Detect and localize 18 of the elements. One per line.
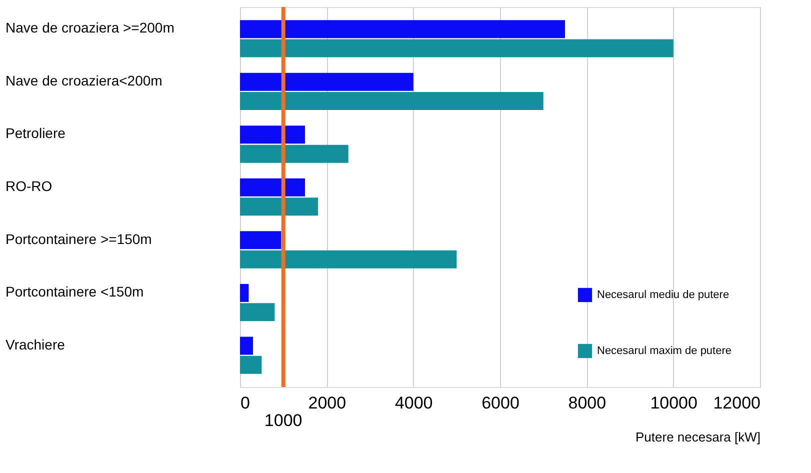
x-tick-label: 2000 [308, 394, 346, 412]
y-tick-label: Portcontainere <150m [6, 284, 144, 300]
y-tick-label: Portcontainere >=150m [6, 230, 152, 247]
y-tick-label: Vrachiere [6, 336, 66, 352]
legend-label: Necesarul mediu de putere [597, 289, 730, 301]
x-tick-label: 12000 [713, 394, 760, 412]
x-axis-title: Putere necesara [kW] [636, 430, 760, 444]
x-tick-label: 8000 [568, 394, 606, 412]
y-tick-label: Nave de croaziera<200m [6, 72, 162, 88]
x-tick-label: 6000 [482, 394, 520, 412]
legend-label: Necesarul maxim de putere [597, 345, 732, 357]
x-tick-label: 0 [240, 394, 250, 412]
y-tick-label: Petroliere [6, 125, 66, 142]
x-tick-label: 10000 [650, 394, 698, 412]
x-tick-label: 4000 [394, 394, 433, 412]
y-tick-label: Nave de croaziera >=200m [6, 20, 174, 36]
y-tick-label: RO-RO [6, 178, 52, 194]
ref-line-label: 1000 [264, 411, 302, 430]
